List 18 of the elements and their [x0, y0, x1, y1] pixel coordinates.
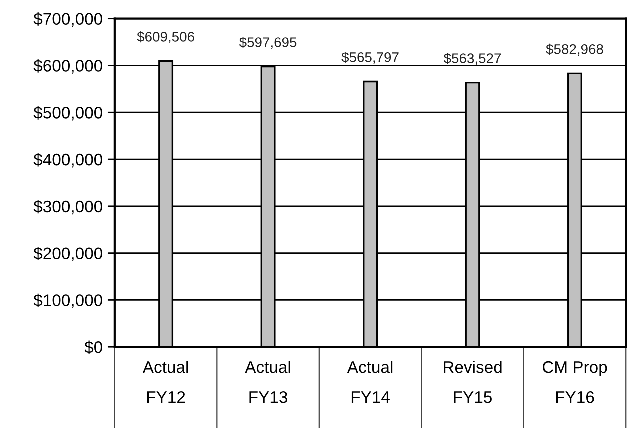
data-label: $609,506 [137, 31, 194, 44]
y-tick-label: $600,000 [34, 59, 102, 74]
y-tick-label: $700,000 [34, 12, 102, 28]
y-tick-label: $500,000 [34, 106, 102, 121]
x-tick-label: CM Prop FY16 [542, 361, 608, 404]
x-tick-label: Actual FY14 [347, 360, 393, 404]
x-tick-label: Revised FY15 [444, 360, 502, 404]
data-label: $582,968 [546, 44, 604, 56]
y-tick-label: $300,000 [34, 200, 102, 215]
data-label: $565,797 [342, 52, 399, 64]
x-tick-label: Actual FY13 [245, 360, 290, 404]
x-tick-label: Actual FY12 [142, 360, 188, 404]
data-label: $563,527 [444, 53, 502, 66]
y-tick-label: $0 [84, 340, 102, 354]
y-tick-label: $400,000 [34, 153, 102, 168]
y-tick-label: $200,000 [34, 247, 102, 262]
data-label: $597,695 [239, 36, 297, 50]
y-tick-label: $100,000 [34, 294, 102, 308]
